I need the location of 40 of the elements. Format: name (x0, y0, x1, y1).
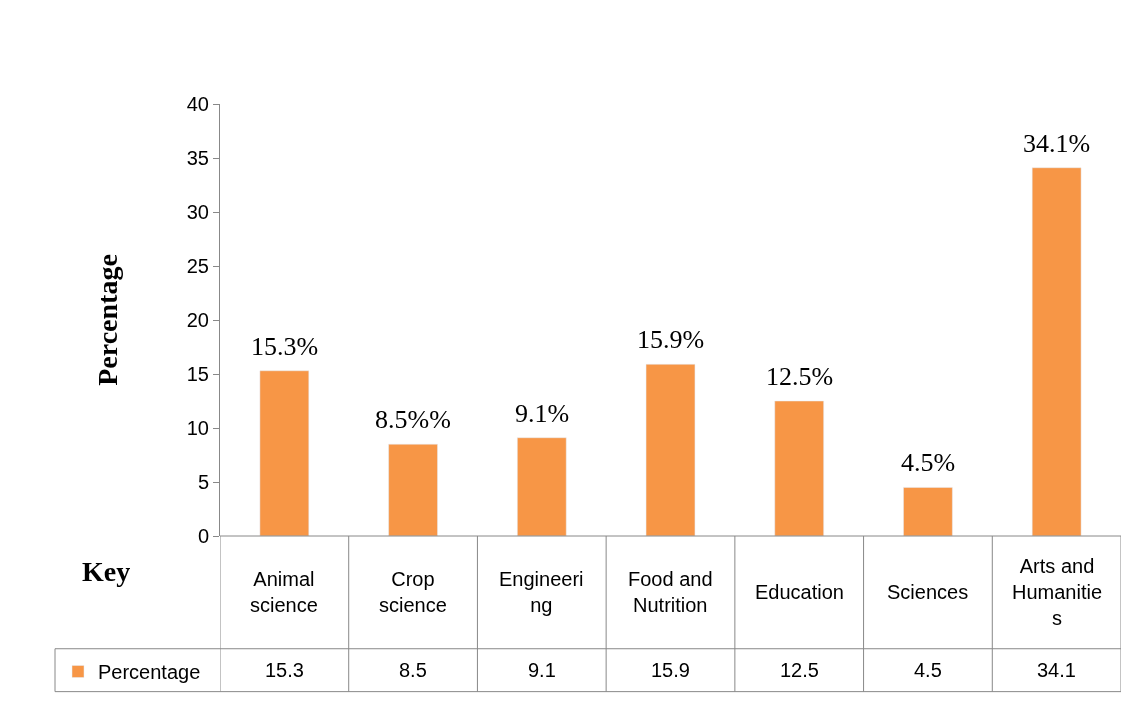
data-label: 15.9 (651, 659, 690, 681)
data-label: 15.3 (265, 659, 304, 681)
bar (388, 443, 438, 536)
data-label: 12.5 (780, 659, 819, 681)
bar (517, 437, 567, 536)
y-tick-label: 20 (186, 309, 209, 331)
y-axis-title: Percentage (92, 254, 124, 386)
y-tick-label: 25 (186, 255, 209, 277)
x-tick-label: Animal science (250, 568, 318, 616)
bar (645, 364, 696, 536)
data-label: 34.1 (1037, 659, 1076, 681)
x-tick-label: Crop science (379, 568, 447, 616)
legend-label: Percentage (98, 661, 201, 684)
x-tick-label: Arts and Humanities (1012, 555, 1103, 629)
annotation: 15.9% (637, 325, 705, 354)
y-tick-label: 0 (197, 525, 209, 547)
bar (1031, 167, 1082, 536)
data-label: 4.5 (914, 659, 942, 681)
y-tick-label: 40 (186, 93, 209, 115)
y-tick-label: 30 (186, 201, 209, 223)
text: Key (82, 556, 131, 587)
bar (903, 487, 953, 536)
annotation: 34.1% (1023, 129, 1091, 158)
data-label: 8.5 (399, 659, 427, 681)
x-tick-label: Food and Nutrition (628, 568, 713, 616)
annotation: 9.1% (515, 399, 570, 428)
data-label: 9.1 (528, 659, 556, 681)
annotation: 8.5%% (375, 405, 451, 434)
annotation: 15.3% (251, 332, 319, 361)
annotation: 4.5% (901, 448, 956, 477)
x-tick-label: Engineering (499, 568, 584, 616)
bar (259, 370, 310, 536)
y-tick-label: 15 (186, 363, 209, 385)
y-tick-label: 10 (186, 417, 209, 439)
x-tick-label: Sciences (887, 581, 969, 603)
x-tick-label: Education (755, 581, 844, 603)
annotation: 12.5% (766, 362, 834, 391)
y-tick-label: 35 (186, 147, 209, 169)
bar (774, 400, 824, 536)
y-tick-label: 5 (197, 471, 209, 493)
